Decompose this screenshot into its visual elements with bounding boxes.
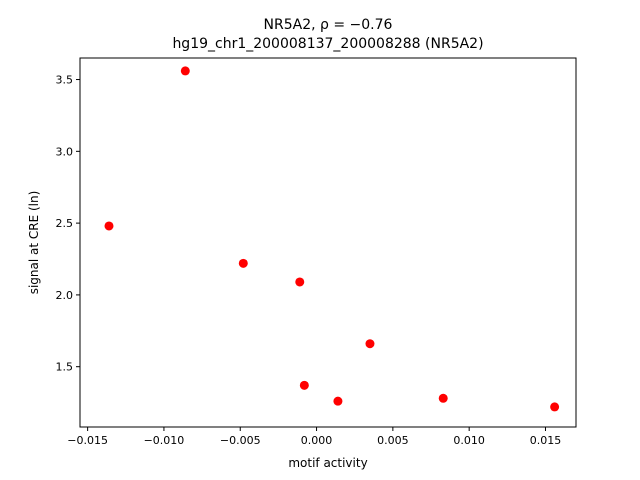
plot-area-frame [79,57,577,428]
x-tick-label: 0.015 [530,434,562,447]
y-tick-label: 2.0 [56,289,74,302]
data-point [238,258,248,268]
data-point [333,396,343,406]
data-point [180,66,190,76]
data-point [550,402,560,412]
x-tick-label: 0.005 [377,434,409,447]
y-tick-label: 1.5 [56,361,74,374]
data-point [438,393,448,403]
x-tick-label: 0.000 [301,434,333,447]
data-points [104,66,560,412]
data-point [295,277,305,287]
x-tick-label: −0.005 [220,434,261,447]
chart-title-line1: NR5A2, ρ = −0.76 [264,17,393,33]
x-tick-label: 0.010 [453,434,485,447]
x-tick-label: −0.015 [67,434,108,447]
data-point [365,339,375,349]
y-tick-label: 3.5 [56,74,74,87]
chart-title-line2: hg19_chr1_200008137_200008288 (NR5A2) [172,36,483,52]
x-tick-label: −0.010 [144,434,185,447]
x-axis-label: motif activity [288,456,367,470]
axis-ticks: −0.015 −0.010 −0.005 0.000 0.005 0.010 0.015 1.… [56,74,562,447]
y-tick-label: 3.0 [56,145,74,158]
y-axis-label: signal at CRE (ln) [27,191,41,295]
data-point [104,221,114,231]
y-tick-label: 2.5 [56,217,74,230]
data-point [299,380,309,390]
